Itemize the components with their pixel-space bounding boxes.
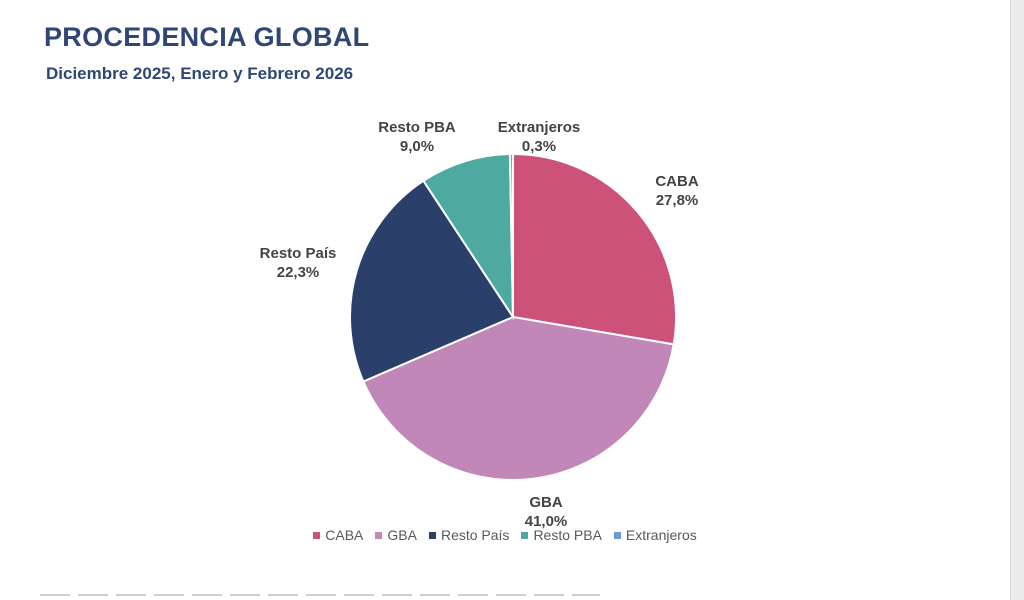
slice-label-resto-pba: Resto PBA 9,0%	[378, 118, 456, 156]
slice-label-gba-value: 41,0%	[524, 513, 568, 530]
slice-label-caba-name: CABA	[655, 173, 699, 190]
legend-swatch-resto-pba	[521, 531, 529, 539]
chart-subtitle: Diciembre 2025, Enero y Febrero 2026	[46, 64, 354, 83]
slice-label-gba-name: GBA	[529, 494, 563, 511]
legend-swatch-resto-pais	[428, 531, 436, 539]
slice-label-resto-pais-name: Resto País	[259, 245, 337, 262]
pie-slice-resto-pba	[422, 153, 515, 321]
slice-label-resto-pais-value: 22,3%	[276, 264, 320, 281]
pie-slice-resto-pais	[349, 179, 515, 383]
pie-slice-caba	[512, 152, 677, 346]
legend-item-resto-pba: Resto PBA	[521, 527, 602, 543]
legend-swatch-gba	[375, 531, 383, 539]
slice-label-resto-pba-value: 9,0%	[399, 138, 435, 155]
chart-legend: CABA GBA Resto País Resto PBA Extranjero…	[0, 527, 1010, 543]
legend-item-extranjeros: Extranjeros	[613, 527, 697, 543]
legend-label-resto-pais: Resto País	[440, 527, 510, 543]
legend-label-extranjeros: Extranjeros	[625, 527, 697, 543]
legend-item-gba: GBA	[375, 527, 417, 543]
slice-label-extranjeros-name: Extranjeros	[497, 119, 581, 136]
pie-slice-extranjeros	[508, 152, 514, 318]
legend-label-gba: GBA	[387, 527, 417, 543]
pie-slice-gba	[361, 315, 675, 481]
chart-title: PROCEDENCIA GLOBAL	[44, 22, 370, 52]
slice-label-caba-value: 27,8%	[655, 192, 699, 209]
legend-item-resto-pais: Resto País	[428, 527, 510, 543]
slice-label-extranjeros-value: 0,3%	[521, 138, 557, 155]
legend-label-caba: CABA	[325, 527, 364, 543]
slice-label-resto-pba-name: Resto PBA	[378, 119, 456, 136]
legend-item-caba: CABA	[313, 527, 363, 543]
slice-label-gba: GBA 41,0%	[525, 493, 568, 531]
slice-label-resto-pais: Resto País 22,3%	[260, 244, 337, 282]
slice-label-caba: CABA 27,8%	[655, 172, 698, 210]
legend-swatch-extranjeros	[613, 531, 621, 539]
slice-label-extranjeros: Extranjeros 0,3%	[498, 118, 581, 156]
legend-label-resto-pba: Resto PBA	[533, 527, 602, 543]
footer-divider	[40, 594, 600, 596]
legend-swatch-caba	[313, 531, 321, 539]
